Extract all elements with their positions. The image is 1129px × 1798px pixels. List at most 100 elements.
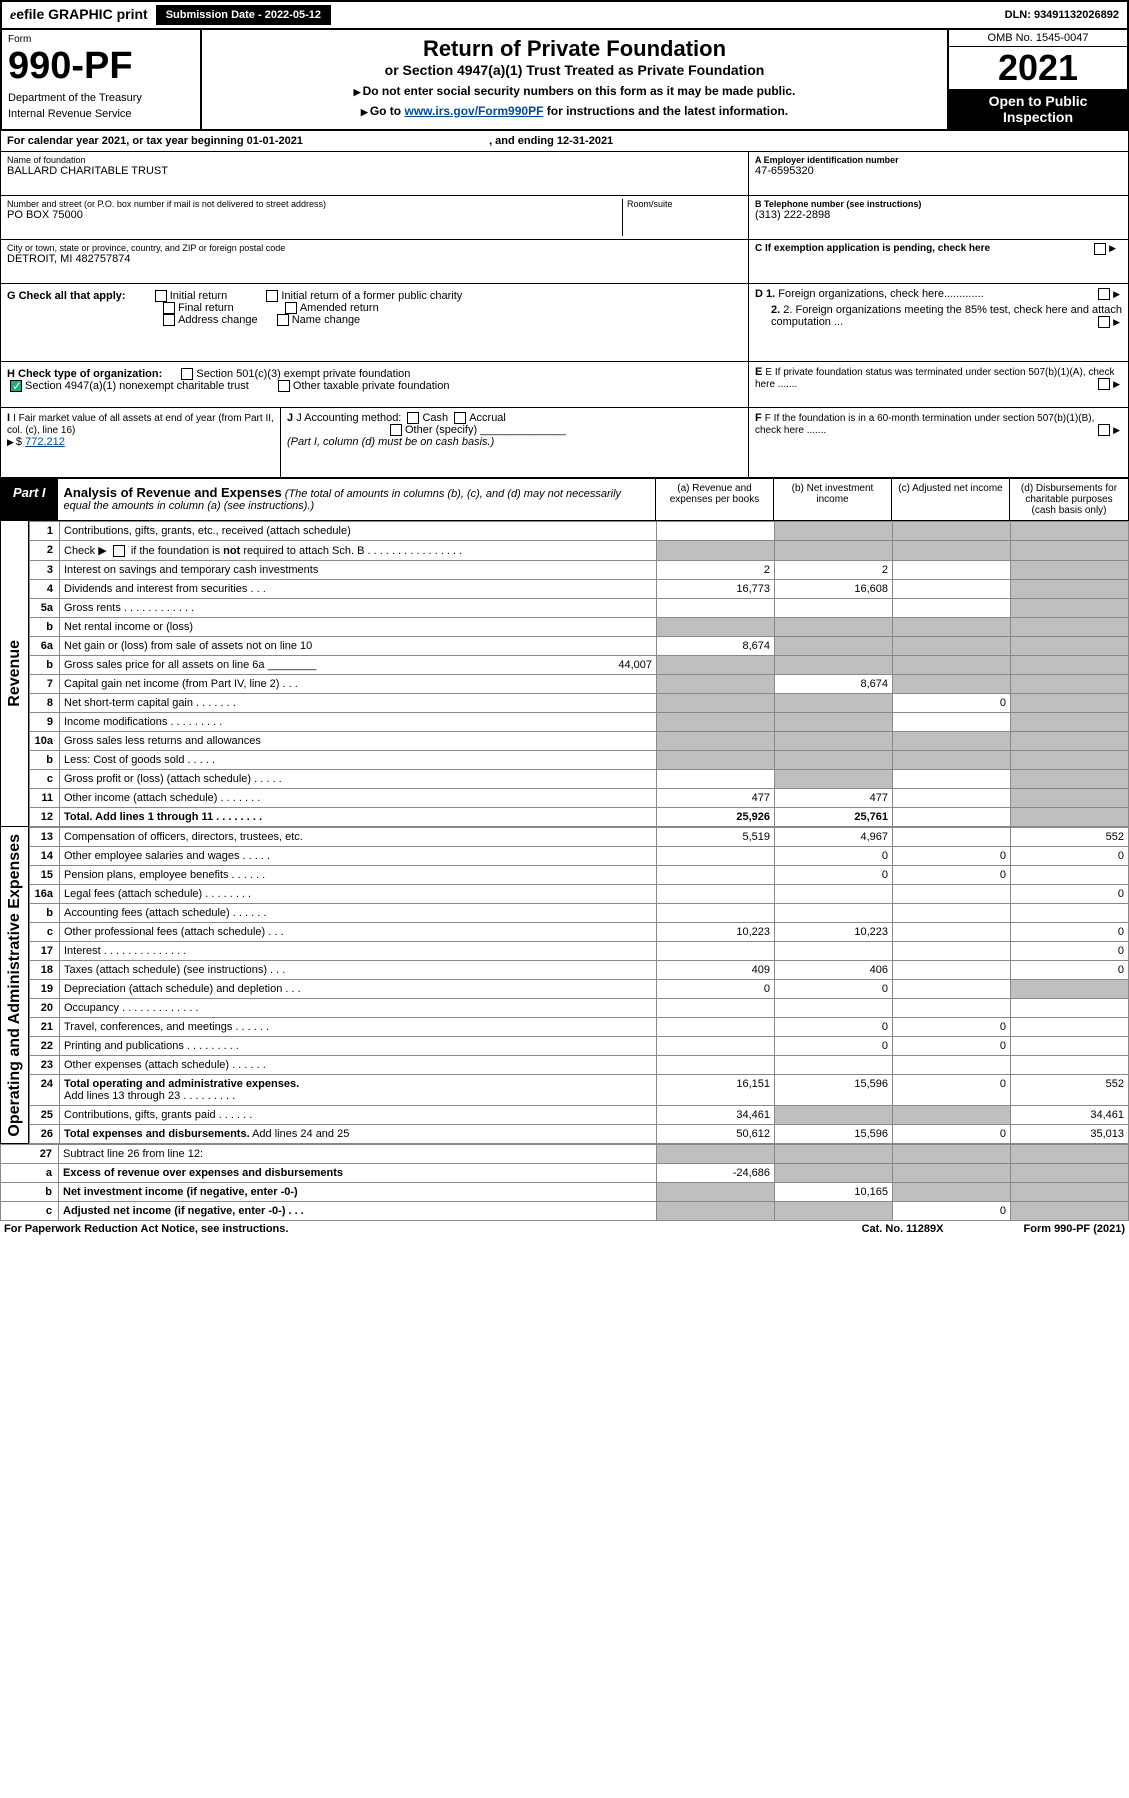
r11-a: 477 [657, 789, 775, 808]
form-number: 990-PF [8, 45, 194, 88]
phone-value: (313) 222-2898 [755, 209, 1122, 221]
r13-desc: Compensation of officers, directors, tru… [60, 828, 657, 847]
r21-num: 21 [30, 1018, 60, 1037]
line27-table: 27Subtract line 26 from line 12: aExcess… [0, 1144, 1129, 1221]
opt-address: Address change [178, 314, 258, 326]
cal-pre: For calendar year 2021, or tax year begi… [7, 135, 247, 147]
r18-desc: Taxes (attach schedule) (see instruction… [60, 961, 657, 980]
r24-c: 0 [893, 1075, 1011, 1106]
chk-address[interactable] [163, 314, 175, 326]
r22-desc: Printing and publications . . . . . . . … [60, 1037, 657, 1056]
r10b-num: b [30, 751, 60, 770]
chk-amended[interactable] [285, 302, 297, 314]
part1-title: Analysis of Revenue and Expenses [64, 485, 282, 500]
r10c-num: c [30, 770, 60, 789]
c-checkbox[interactable] [1094, 243, 1106, 255]
chk-initial[interactable] [155, 290, 167, 302]
r27b-desc: Net investment income (if negative, ente… [59, 1183, 657, 1202]
r13-d: 552 [1011, 828, 1129, 847]
expense-table: 13Compensation of officers, directors, t… [29, 827, 1129, 1144]
r14-c: 0 [893, 847, 1011, 866]
r11-desc: Other income (attach schedule) . . . . .… [60, 789, 657, 808]
chk-other-acct[interactable] [390, 424, 402, 436]
r12-num: 12 [30, 808, 60, 827]
r2-num: 2 [30, 541, 60, 561]
r24-d: 552 [1011, 1075, 1129, 1106]
r26-d: 35,013 [1011, 1125, 1129, 1144]
r14-num: 14 [30, 847, 60, 866]
r3-b: 2 [775, 561, 893, 580]
r18-b: 406 [775, 961, 893, 980]
d1-text: Foreign organizations, check here.......… [778, 288, 983, 300]
expense-vlabel: Operating and Administrative Expenses [6, 834, 24, 1137]
r24-num: 24 [30, 1075, 60, 1106]
opt-initial-former: Initial return of a former public charit… [281, 290, 462, 302]
efile-label: eefile GRAPHIC print [2, 2, 156, 28]
r14-desc: Other employee salaries and wages . . . … [60, 847, 657, 866]
form-label: Form [8, 34, 194, 45]
e-checkbox[interactable] [1098, 378, 1110, 390]
r21-desc: Travel, conferences, and meetings . . . … [60, 1018, 657, 1037]
cal-mid: , and ending [489, 135, 557, 147]
chk-name[interactable] [277, 314, 289, 326]
r12-b: 25,761 [775, 808, 893, 827]
r20-num: 20 [30, 999, 60, 1018]
ein-label: A Employer identification number [755, 155, 1122, 165]
r25-d: 34,461 [1011, 1106, 1129, 1125]
omb-number: OMB No. 1545-0047 [949, 30, 1127, 47]
chk-accrual[interactable] [454, 412, 466, 424]
g-label: G Check all that apply: [7, 290, 126, 302]
d2-text: 2. Foreign organizations meeting the 85%… [771, 304, 1122, 328]
r21-c: 0 [893, 1018, 1011, 1037]
r14-d: 0 [1011, 847, 1129, 866]
r22-c: 0 [893, 1037, 1011, 1056]
r26-num: 26 [30, 1125, 60, 1144]
r1-num: 1 [30, 522, 60, 541]
chk-501c3[interactable] [181, 368, 193, 380]
r25-num: 25 [30, 1106, 60, 1125]
r26-a: 50,612 [657, 1125, 775, 1144]
foundation-name: BALLARD CHARITABLE TRUST [7, 165, 742, 177]
r3-a: 2 [657, 561, 775, 580]
d1-checkbox[interactable] [1098, 288, 1110, 300]
r7-num: 7 [30, 675, 60, 694]
form-url-link[interactable]: www.irs.gov/Form990PF [404, 104, 543, 118]
r19-num: 19 [30, 980, 60, 999]
r15-b: 0 [775, 866, 893, 885]
col-d-hdr: (d) Disbursements for charitable purpose… [1010, 479, 1128, 520]
r25-a: 34,461 [657, 1106, 775, 1125]
r17-num: 17 [30, 942, 60, 961]
chk-initial-former[interactable] [266, 290, 278, 302]
chk-4947[interactable] [10, 380, 22, 392]
d2-checkbox[interactable] [1098, 316, 1110, 328]
r26-desc: Total expenses and disbursements. Add li… [60, 1125, 657, 1144]
chk-other-tax[interactable] [278, 380, 290, 392]
expense-section: Operating and Administrative Expenses 13… [0, 827, 1129, 1144]
r13-a: 5,519 [657, 828, 775, 847]
opt-accrual: Accrual [469, 412, 506, 424]
r7-desc: Capital gain net income (from Part IV, l… [60, 675, 657, 694]
r23-num: 23 [30, 1056, 60, 1075]
r18-d: 0 [1011, 961, 1129, 980]
col-b-hdr: (b) Net investment income [774, 479, 892, 520]
r22-num: 22 [30, 1037, 60, 1056]
r10a-desc: Gross sales less returns and allowances [60, 732, 657, 751]
city-label: City or town, state or province, country… [7, 243, 742, 253]
r6b-extra: 44,007 [618, 659, 652, 671]
r20-desc: Occupancy . . . . . . . . . . . . . [60, 999, 657, 1018]
chk-final[interactable] [163, 302, 175, 314]
f-checkbox[interactable] [1098, 424, 1110, 436]
note-ssn: Do not enter social security numbers on … [208, 84, 941, 98]
chk-cash[interactable] [407, 412, 419, 424]
r16c-desc: Other professional fees (attach schedule… [60, 923, 657, 942]
r6a-a: 8,674 [657, 637, 775, 656]
r19-a: 0 [657, 980, 775, 999]
part1-tab: Part I [1, 479, 58, 520]
r17-d: 0 [1011, 942, 1129, 961]
city-state-zip: DETROIT, MI 482757874 [7, 253, 742, 265]
room-label: Room/suite [627, 199, 742, 209]
i-label: I Fair market value of all assets at end… [7, 413, 274, 436]
chk-schb[interactable] [113, 545, 125, 557]
opt-amended: Amended return [300, 302, 379, 314]
form-title: Return of Private Foundation [208, 36, 941, 62]
